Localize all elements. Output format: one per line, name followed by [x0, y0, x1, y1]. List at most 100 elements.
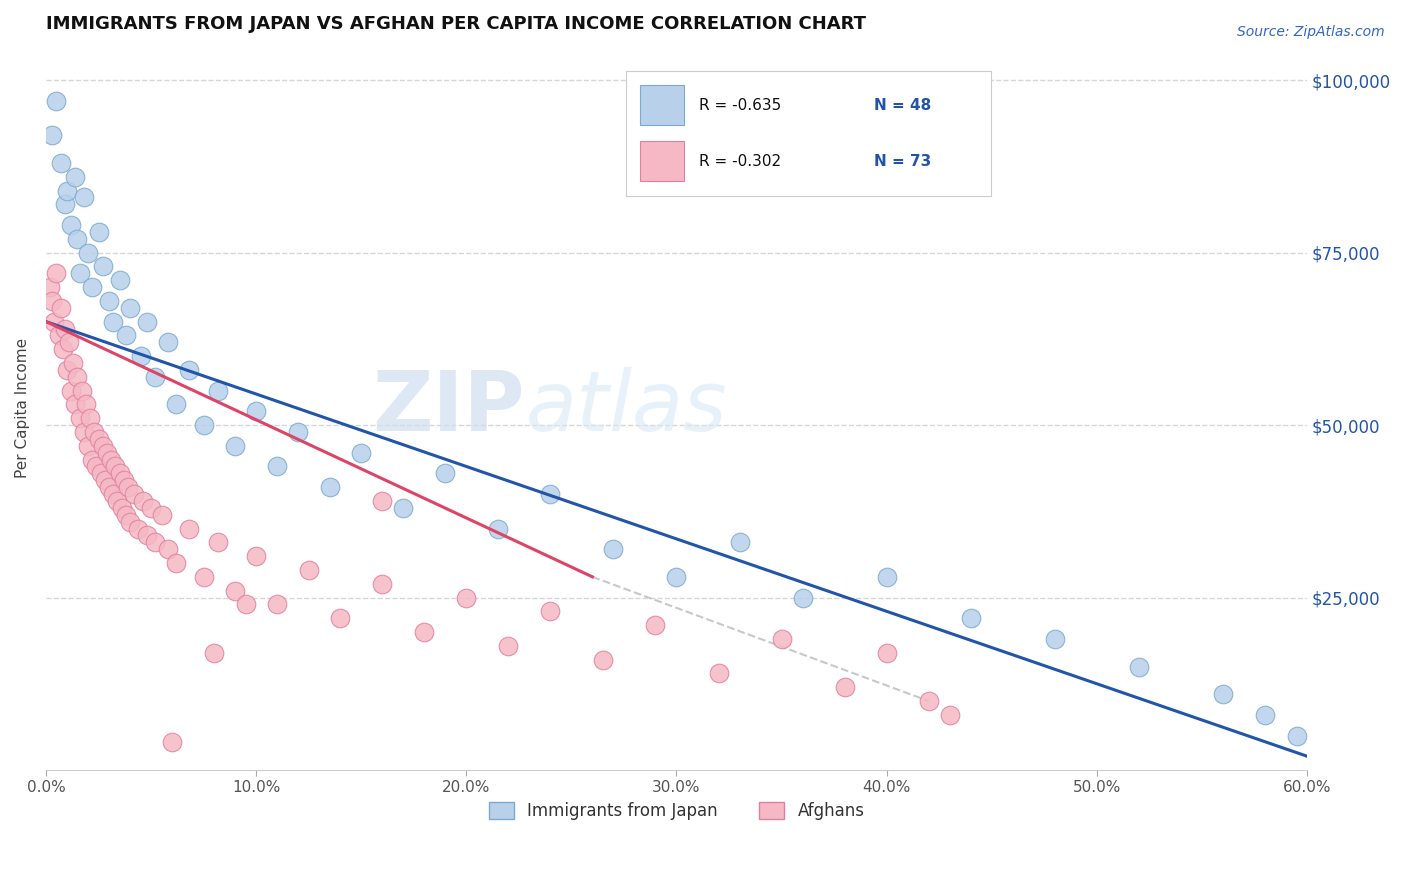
Point [329, 611, 352, 625]
Point [45, 266, 67, 280]
Point [108, 273, 131, 287]
Point [371, 576, 394, 591]
Point [66, 369, 89, 384]
Point [86, 459, 108, 474]
Point [245, 404, 267, 418]
Point [602, 542, 624, 557]
Point [193, 418, 215, 433]
Point [107, 494, 129, 508]
Point [938, 707, 960, 722]
Text: Source: ZipAtlas.com: Source: ZipAtlas.com [1237, 25, 1385, 39]
Point [41, 128, 63, 143]
Point [266, 459, 288, 474]
Point [73, 190, 96, 204]
Text: N = 73: N = 73 [875, 153, 932, 169]
Point [1212, 687, 1234, 701]
Point [131, 494, 153, 508]
Point [287, 425, 309, 439]
Point [52, 342, 75, 356]
Point [66, 232, 89, 246]
Text: IMMIGRANTS FROM JAPAN VS AFGHAN PER CAPITA INCOME CORRELATION CHART: IMMIGRANTS FROM JAPAN VS AFGHAN PER CAPI… [46, 15, 866, 33]
Point [876, 646, 898, 660]
Point [538, 487, 561, 501]
Point [45, 94, 67, 108]
Point [135, 528, 157, 542]
Point [224, 439, 246, 453]
Point [79, 411, 101, 425]
Point [707, 666, 730, 681]
Point [115, 508, 138, 522]
Point [160, 735, 183, 749]
Point [91, 260, 114, 274]
Y-axis label: Per Capita Income: Per Capita Income [15, 338, 30, 478]
Point [87, 225, 110, 239]
Point [150, 508, 173, 522]
Point [83, 425, 105, 439]
Point [177, 522, 200, 536]
Point [62, 356, 84, 370]
Text: R = -0.302: R = -0.302 [699, 153, 780, 169]
Point [413, 625, 436, 640]
Point [69, 411, 91, 425]
Point [202, 646, 225, 660]
Text: ZIP: ZIP [373, 368, 526, 449]
Point [770, 632, 793, 646]
Point [266, 598, 288, 612]
Point [58, 335, 80, 350]
Point [498, 639, 520, 653]
Point [122, 487, 145, 501]
Point [60, 384, 83, 398]
Point [48, 328, 70, 343]
Point [56, 184, 79, 198]
Point [298, 563, 321, 577]
Point [834, 680, 856, 694]
Point [1285, 729, 1308, 743]
Point [91, 439, 114, 453]
Point [456, 591, 478, 605]
Point [224, 583, 246, 598]
Point [65, 397, 87, 411]
Point [245, 549, 267, 563]
Text: atlas: atlas [526, 368, 727, 449]
Point [129, 349, 152, 363]
Point [165, 556, 187, 570]
Point [90, 467, 112, 481]
Point [82, 452, 104, 467]
Point [65, 169, 87, 184]
Point [98, 480, 121, 494]
Point [115, 328, 138, 343]
Point [193, 570, 215, 584]
Point [75, 397, 97, 411]
Point [104, 459, 127, 474]
Point [644, 618, 666, 632]
Point [77, 245, 100, 260]
Point [486, 522, 509, 536]
Point [143, 369, 166, 384]
Point [538, 604, 561, 618]
Point [49, 301, 72, 315]
Point [96, 445, 118, 459]
Point [49, 156, 72, 170]
Point [592, 652, 614, 666]
Bar [640, 85, 685, 125]
Point [60, 218, 83, 232]
Point [98, 293, 121, 308]
Point [165, 397, 187, 411]
Point [1254, 707, 1277, 722]
Point [392, 500, 415, 515]
Point [207, 384, 229, 398]
Point [69, 266, 91, 280]
Point [143, 535, 166, 549]
Point [318, 480, 340, 494]
Point [728, 535, 751, 549]
Point [959, 611, 981, 625]
Point [100, 452, 122, 467]
Point [82, 280, 104, 294]
Point [156, 542, 179, 557]
Point [350, 445, 373, 459]
Point [1128, 659, 1150, 673]
Point [434, 467, 457, 481]
Point [207, 535, 229, 549]
Point [177, 363, 200, 377]
Point [56, 363, 79, 377]
